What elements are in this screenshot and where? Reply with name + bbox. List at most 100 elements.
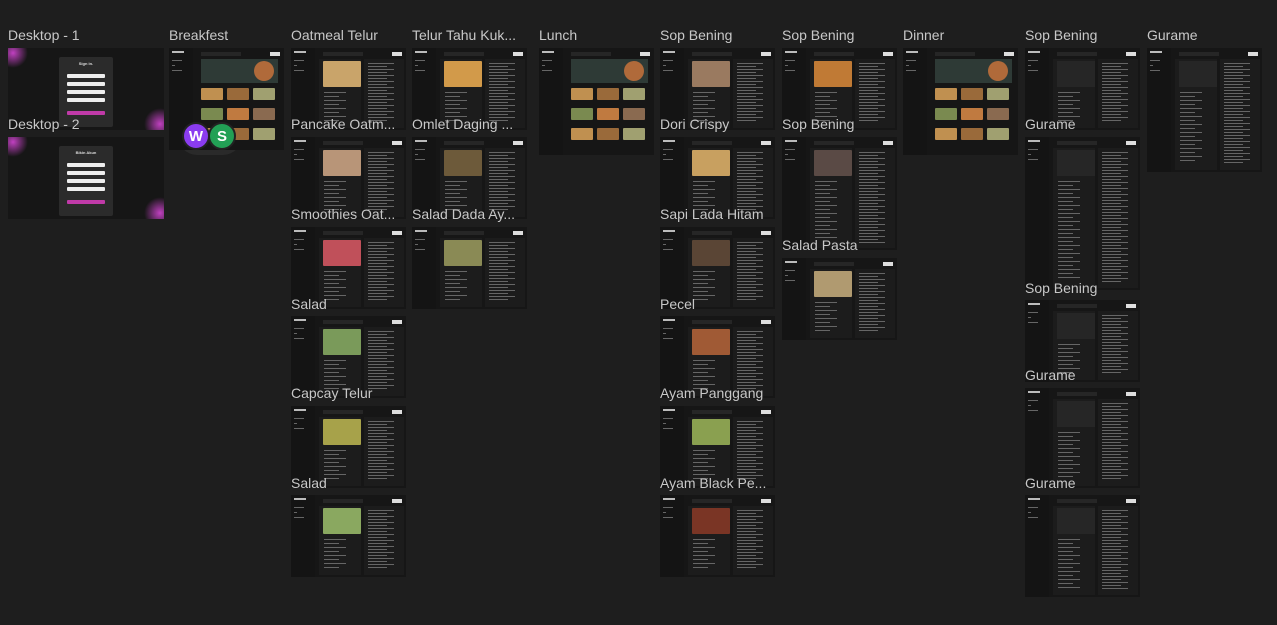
button[interactable]	[1248, 52, 1258, 56]
button[interactable]	[761, 320, 771, 324]
frame[interactable]	[291, 227, 406, 309]
button[interactable]	[1126, 141, 1136, 145]
button[interactable]	[883, 52, 893, 56]
avatar[interactable]: W	[182, 122, 210, 150]
food-card[interactable]	[987, 88, 1009, 100]
frame-label[interactable]: Desktop - 1	[8, 27, 80, 43]
frame[interactable]	[660, 227, 775, 309]
frame-label[interactable]: Salad	[291, 475, 327, 491]
food-card[interactable]	[597, 108, 619, 120]
frame-label[interactable]: Lunch	[539, 27, 578, 43]
food-card[interactable]	[253, 88, 275, 100]
frame[interactable]	[660, 316, 775, 398]
frame[interactable]	[903, 48, 1018, 155]
frame[interactable]	[782, 258, 897, 340]
food-card[interactable]	[201, 108, 223, 120]
frame[interactable]	[1147, 48, 1262, 172]
frame[interactable]	[660, 137, 775, 219]
button[interactable]	[513, 52, 523, 56]
food-card[interactable]	[597, 88, 619, 100]
button[interactable]	[513, 231, 523, 235]
food-card[interactable]	[961, 108, 983, 120]
submit-button[interactable]	[67, 200, 105, 204]
frame[interactable]	[412, 227, 527, 309]
food-card[interactable]	[571, 108, 593, 120]
button[interactable]	[883, 141, 893, 145]
button[interactable]	[640, 52, 650, 56]
frame[interactable]	[1025, 48, 1140, 130]
food-card[interactable]	[253, 108, 275, 120]
food-card[interactable]	[987, 108, 1009, 120]
button[interactable]	[392, 52, 402, 56]
frame[interactable]	[1025, 495, 1140, 597]
frame[interactable]: Sign in.	[8, 48, 164, 130]
frame-label[interactable]: Capcay Telur	[291, 385, 373, 401]
button[interactable]	[1126, 304, 1136, 308]
frame-label[interactable]: Gurame	[1147, 27, 1198, 43]
button[interactable]	[761, 52, 771, 56]
button[interactable]	[761, 231, 771, 235]
button[interactable]	[761, 410, 771, 414]
frame-label[interactable]: Ayam Black Pe...	[660, 475, 767, 491]
food-card[interactable]	[571, 128, 593, 140]
frame-label[interactable]: Dinner	[903, 27, 945, 43]
food-card[interactable]	[253, 128, 275, 140]
button[interactable]	[761, 141, 771, 145]
frame-label[interactable]: Sop Bening	[782, 27, 855, 43]
frame[interactable]	[412, 137, 527, 219]
frame[interactable]	[291, 48, 406, 130]
frame-label[interactable]: Sop Bening	[782, 116, 855, 132]
button[interactable]	[1126, 52, 1136, 56]
submit-button[interactable]	[67, 111, 105, 115]
frame-label[interactable]: Gurame	[1025, 475, 1076, 491]
button[interactable]	[392, 499, 402, 503]
frame-label[interactable]: Ayam Panggang	[660, 385, 764, 401]
food-card[interactable]	[961, 128, 983, 140]
frame[interactable]	[660, 406, 775, 488]
food-card[interactable]	[597, 128, 619, 140]
frame-label[interactable]: Smoothies Oat...	[291, 206, 396, 222]
frame-label[interactable]: Salad Pasta	[782, 237, 858, 253]
frame[interactable]	[291, 406, 406, 488]
frame-label[interactable]: Dori Crispy	[660, 116, 730, 132]
button[interactable]	[392, 231, 402, 235]
food-card[interactable]	[935, 128, 957, 140]
avatar[interactable]: S	[208, 122, 236, 150]
frame-label[interactable]: Gurame	[1025, 367, 1076, 383]
frame[interactable]	[782, 48, 897, 130]
frame-label[interactable]: Sop Bening	[660, 27, 733, 43]
frame-label[interactable]: Sapi Lada Hitam	[660, 206, 764, 222]
button[interactable]	[392, 320, 402, 324]
frame[interactable]	[291, 316, 406, 398]
button[interactable]	[761, 499, 771, 503]
frame[interactable]	[782, 137, 897, 250]
food-card[interactable]	[961, 88, 983, 100]
food-card[interactable]	[623, 88, 645, 100]
frame[interactable]	[291, 495, 406, 577]
frame-label[interactable]: Oatmeal Telur	[291, 27, 378, 43]
button[interactable]	[513, 141, 523, 145]
frame[interactable]	[539, 48, 654, 155]
button[interactable]	[1004, 52, 1014, 56]
frame[interactable]	[1025, 300, 1140, 382]
food-card[interactable]	[227, 108, 249, 120]
frame-label[interactable]: Salad	[291, 296, 327, 312]
button[interactable]	[392, 141, 402, 145]
frame[interactable]: Bikin Akun	[8, 137, 164, 219]
food-card[interactable]	[623, 128, 645, 140]
frame-label[interactable]: Sop Bening	[1025, 27, 1098, 43]
food-card[interactable]	[935, 108, 957, 120]
frame-label[interactable]: Telur Tahu Kuk...	[412, 27, 517, 43]
button[interactable]	[1126, 392, 1136, 396]
frame-label[interactable]: Breakfest	[169, 27, 229, 43]
frame[interactable]	[1025, 388, 1140, 488]
frame[interactable]	[660, 48, 775, 130]
frame-label[interactable]: Gurame	[1025, 116, 1076, 132]
frame-label[interactable]: Pecel	[660, 296, 696, 312]
button[interactable]	[1126, 499, 1136, 503]
food-card[interactable]	[201, 88, 223, 100]
frame-label[interactable]: Pancake Oatm...	[291, 116, 396, 132]
frame[interactable]	[660, 495, 775, 577]
food-card[interactable]	[987, 128, 1009, 140]
food-card[interactable]	[227, 88, 249, 100]
